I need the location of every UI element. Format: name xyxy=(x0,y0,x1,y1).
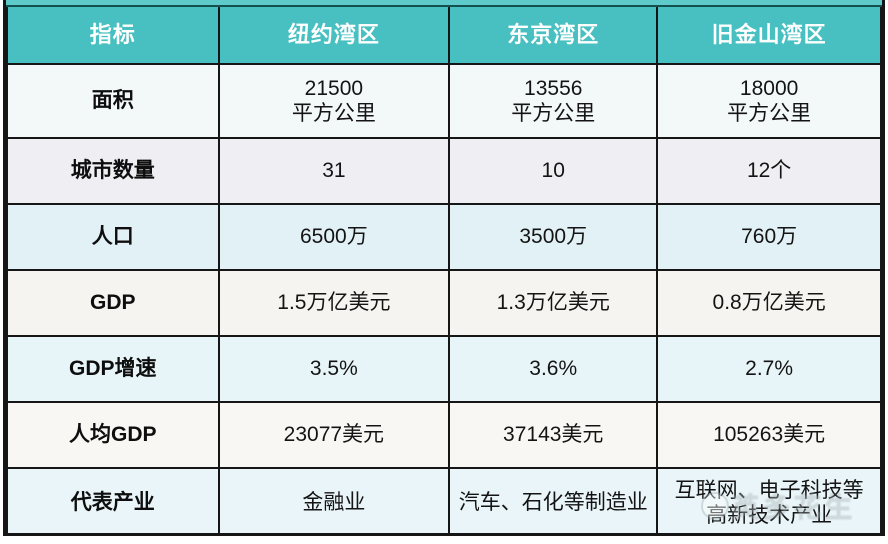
header-row: 指标 纽约湾区 东京湾区 旧金山湾区 xyxy=(6,7,882,65)
indicator-cell: GDP增速 xyxy=(6,335,220,403)
table-row-city-count: 城市数量 31 10 12个 xyxy=(6,137,882,205)
value-cell: 1.5万亿美元 xyxy=(217,269,451,337)
value-cell: 3500万 xyxy=(448,203,659,271)
header-cell-newyork-bay: 纽约湾区 xyxy=(217,7,451,65)
comparison-table: 指标 纽约湾区 东京湾区 旧金山湾区 面积 21500 平方公里 13556 平… xyxy=(6,7,882,533)
value-cell: 汽车、石化等制造业 xyxy=(448,467,659,533)
indicator-cell: 城市数量 xyxy=(6,137,220,205)
header-cell-tokyo-bay: 东京湾区 xyxy=(448,7,659,65)
header-cell-indicator: 指标 xyxy=(6,7,220,65)
value-cell: 6500万 xyxy=(217,203,451,271)
table-row-gdp-per-capita: 人均GDP 23077美元 37143美元 105263美元 xyxy=(6,401,882,469)
value-cell: 21500 平方公里 xyxy=(217,63,451,139)
value-cell: 23077美元 xyxy=(217,401,451,469)
value-cell: 105263美元 xyxy=(656,401,882,469)
value-cell: 0.8万亿美元 xyxy=(656,269,882,337)
value-cell: 18000 平方公里 xyxy=(656,63,882,139)
value-cell: 1.3万亿美元 xyxy=(448,269,659,337)
value-cell: 3.5% xyxy=(217,335,451,403)
indicator-cell: GDP xyxy=(6,269,220,337)
table-row-key-industries: 代表产业 金融业 汽车、石化等制造业 互联网、电子科技等高新技术产业 xyxy=(6,467,882,533)
table-row-area: 面积 21500 平方公里 13556 平方公里 18000 平方公里 xyxy=(6,63,882,139)
indicator-cell: 代表产业 xyxy=(6,467,220,533)
value-cell: 37143美元 xyxy=(448,401,659,469)
table-top-strip xyxy=(6,0,882,7)
value-cell: 互联网、电子科技等高新技术产业 xyxy=(656,467,882,533)
value-cell: 2.7% xyxy=(656,335,882,403)
value-cell: 760万 xyxy=(656,203,882,271)
header-cell-sanfrancisco-bay: 旧金山湾区 xyxy=(656,7,882,65)
indicator-cell: 面积 xyxy=(6,63,220,139)
value-cell: 10 xyxy=(448,137,659,205)
value-cell: 13556 平方公里 xyxy=(448,63,659,139)
indicator-cell: 人口 xyxy=(6,203,220,271)
value-cell: 12个 xyxy=(656,137,882,205)
indicator-cell: 人均GDP xyxy=(6,401,220,469)
table-row-gdp: GDP 1.5万亿美元 1.3万亿美元 0.8万亿美元 xyxy=(6,269,882,337)
bay-area-comparison-table: 指标 纽约湾区 东京湾区 旧金山湾区 面积 21500 平方公里 13556 平… xyxy=(3,0,885,536)
value-cell: 3.6% xyxy=(448,335,659,403)
table-row-gdp-growth: GDP增速 3.5% 3.6% 2.7% xyxy=(6,335,882,403)
table-row-population: 人口 6500万 3500万 760万 xyxy=(6,203,882,271)
value-cell: 金融业 xyxy=(217,467,451,533)
value-cell: 31 xyxy=(217,137,451,205)
